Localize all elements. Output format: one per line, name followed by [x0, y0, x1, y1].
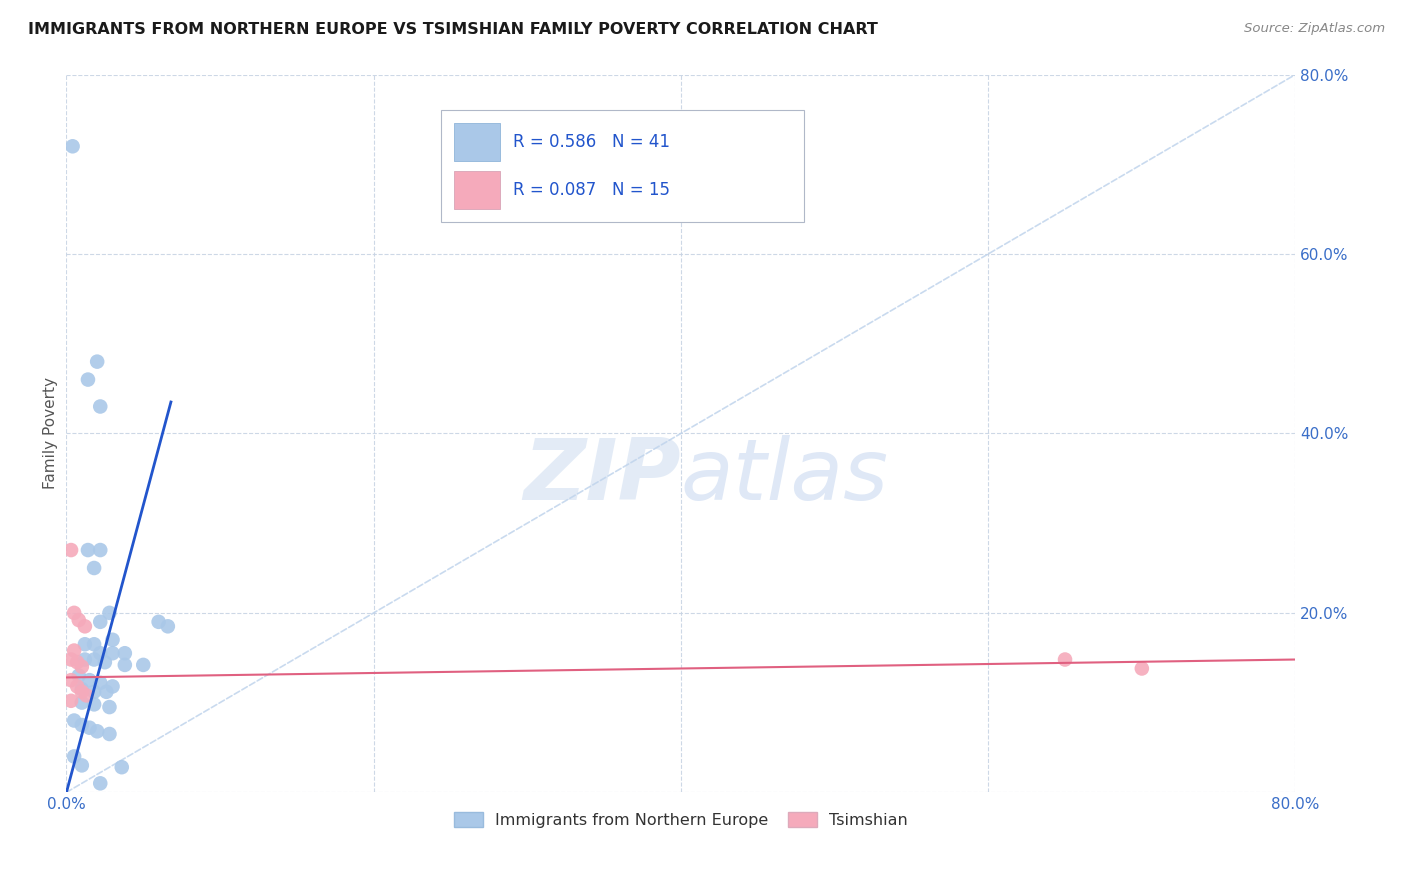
- Text: R = 0.586   N = 41: R = 0.586 N = 41: [513, 133, 669, 151]
- Point: [70, 685, 93, 699]
- Point: [98, 727, 121, 741]
- Point: [70, 718, 93, 732]
- Point: [1130, 661, 1153, 675]
- Point: [114, 657, 136, 672]
- FancyBboxPatch shape: [454, 171, 501, 209]
- Point: [66, 655, 89, 669]
- Point: [60, 694, 83, 708]
- Point: [73, 637, 96, 651]
- Point: [89, 646, 111, 660]
- Point: [79, 673, 101, 688]
- Point: [62, 139, 84, 153]
- Point: [83, 637, 105, 651]
- Point: [75, 689, 97, 703]
- Point: [83, 685, 105, 699]
- Legend: Immigrants from Northern Europe, Tsimshian: Immigrants from Northern Europe, Tsimshi…: [447, 805, 914, 835]
- Point: [63, 714, 86, 728]
- Text: Source: ZipAtlas.com: Source: ZipAtlas.com: [1244, 22, 1385, 36]
- Point: [89, 543, 111, 558]
- Point: [73, 619, 96, 633]
- Point: [86, 354, 108, 368]
- Point: [63, 749, 86, 764]
- Point: [79, 721, 101, 735]
- Point: [83, 652, 105, 666]
- Point: [98, 700, 121, 714]
- Text: R = 0.087   N = 15: R = 0.087 N = 15: [513, 181, 669, 199]
- Point: [70, 758, 93, 772]
- Point: [60, 543, 83, 558]
- Point: [63, 606, 86, 620]
- Point: [77, 543, 100, 558]
- Text: ZIP: ZIP: [523, 435, 681, 518]
- Point: [77, 373, 100, 387]
- Point: [89, 776, 111, 790]
- Point: [89, 676, 111, 690]
- Point: [111, 760, 134, 774]
- Point: [101, 680, 124, 694]
- Point: [67, 668, 90, 682]
- Point: [63, 643, 86, 657]
- Point: [148, 615, 170, 629]
- Point: [60, 673, 83, 688]
- Point: [70, 696, 93, 710]
- Point: [101, 632, 124, 647]
- Point: [98, 606, 121, 620]
- Point: [83, 561, 105, 575]
- Y-axis label: Family Poverty: Family Poverty: [44, 377, 58, 490]
- Point: [83, 698, 105, 712]
- Point: [156, 619, 179, 633]
- Point: [101, 646, 124, 660]
- Point: [86, 724, 108, 739]
- Point: [94, 655, 117, 669]
- Point: [96, 685, 118, 699]
- Point: [60, 652, 83, 666]
- Point: [70, 682, 93, 697]
- Point: [1053, 652, 1076, 666]
- Point: [132, 657, 155, 672]
- Point: [73, 652, 96, 666]
- Point: [66, 680, 89, 694]
- FancyBboxPatch shape: [454, 123, 501, 161]
- Point: [89, 400, 111, 414]
- Text: atlas: atlas: [681, 435, 889, 518]
- Text: IMMIGRANTS FROM NORTHERN EUROPE VS TSIMSHIAN FAMILY POVERTY CORRELATION CHART: IMMIGRANTS FROM NORTHERN EUROPE VS TSIMS…: [28, 22, 877, 37]
- Point: [67, 613, 90, 627]
- Point: [114, 646, 136, 660]
- FancyBboxPatch shape: [441, 111, 804, 222]
- Point: [70, 659, 93, 673]
- Point: [89, 615, 111, 629]
